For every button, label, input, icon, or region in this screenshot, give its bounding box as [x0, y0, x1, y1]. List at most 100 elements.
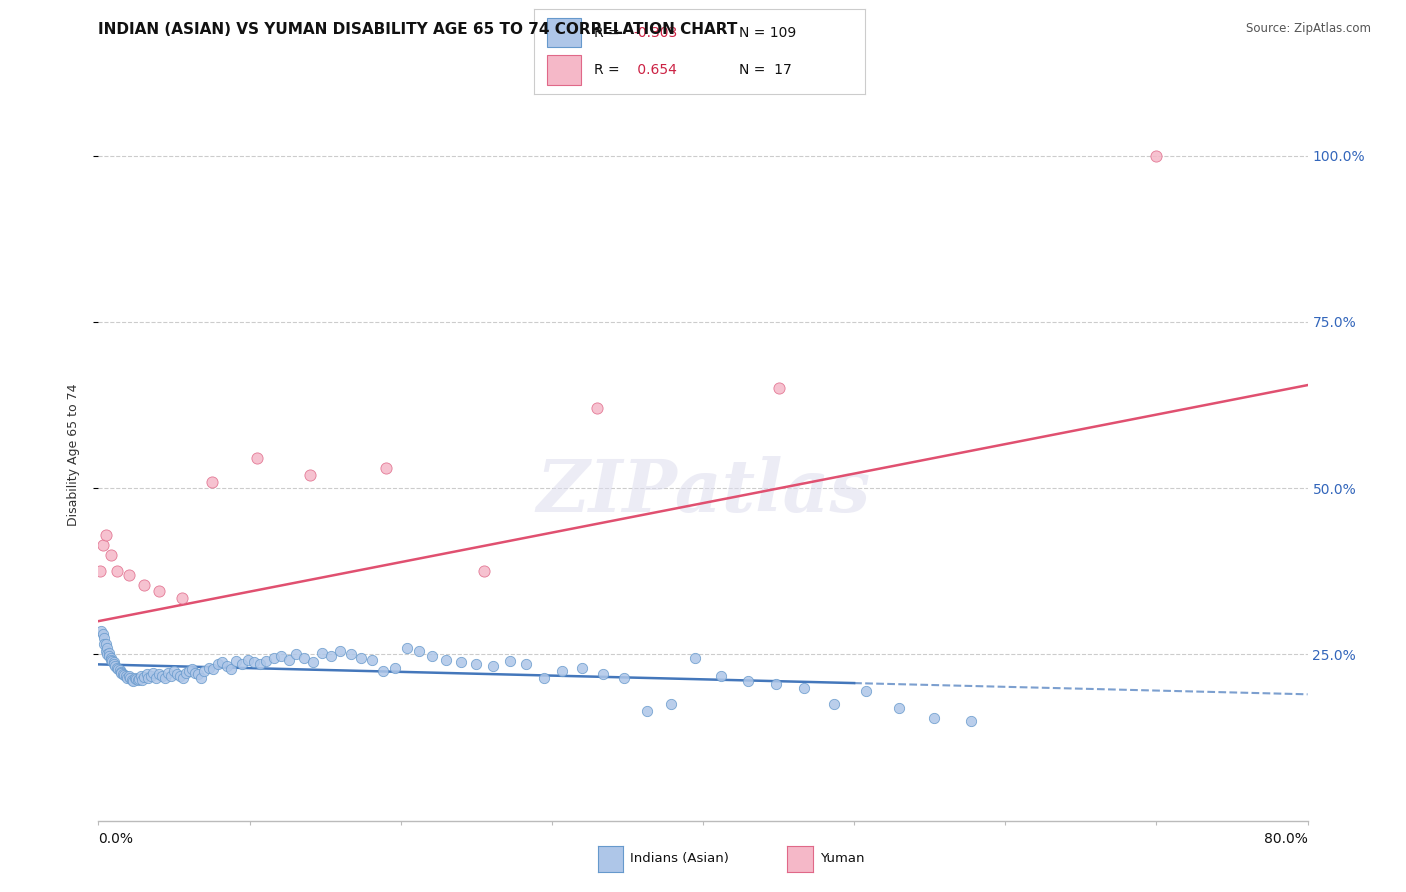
Point [128, 672, 150, 686]
Point [551, 664, 574, 678]
Point [408, 644, 430, 658]
Point [132, 577, 155, 591]
Point [120, 671, 142, 685]
Point [141, 668, 163, 682]
Point [201, 475, 224, 489]
Point [321, 648, 343, 663]
Point [285, 648, 308, 662]
Point [181, 662, 204, 676]
Point [450, 656, 472, 670]
Point [215, 659, 238, 673]
Point [765, 677, 787, 691]
Point [263, 650, 285, 665]
Point [202, 662, 225, 676]
Point [515, 657, 537, 672]
Point [1144, 149, 1167, 163]
Point [277, 653, 299, 667]
Point [122, 673, 145, 688]
Point [824, 698, 846, 712]
Point [340, 648, 363, 662]
Text: -0.303: -0.303 [633, 26, 678, 39]
Point [350, 650, 373, 665]
Text: ZIPatlas: ZIPatlas [536, 456, 870, 527]
Point [115, 671, 138, 685]
Point [148, 667, 170, 681]
Point [793, 681, 815, 695]
Point [111, 667, 134, 681]
Point [434, 653, 457, 667]
Point [105, 661, 128, 675]
Point [197, 661, 219, 675]
Text: R =: R = [593, 63, 624, 77]
Point [374, 461, 396, 475]
Point [94, 644, 117, 658]
Point [225, 654, 247, 668]
Point [93, 637, 115, 651]
Point [103, 657, 125, 672]
Point [129, 668, 152, 682]
Point [96, 640, 118, 655]
Point [465, 657, 488, 672]
Point [121, 673, 143, 687]
Point [211, 656, 233, 670]
Point [107, 662, 129, 676]
Point [329, 644, 352, 658]
Point [114, 669, 136, 683]
Point [91, 538, 114, 552]
Point [104, 659, 127, 673]
Point [150, 669, 173, 683]
Text: N =  17: N = 17 [740, 63, 792, 77]
Point [959, 714, 981, 728]
Point [131, 673, 153, 687]
Point [93, 631, 115, 645]
Point [156, 666, 179, 681]
Point [311, 646, 333, 660]
Point [136, 671, 159, 685]
Point [127, 673, 149, 688]
Point [90, 624, 112, 639]
Point [768, 381, 790, 395]
Text: 80.0%: 80.0% [1264, 832, 1308, 846]
Point [125, 672, 148, 686]
Point [148, 584, 170, 599]
Point [246, 451, 269, 466]
Point [236, 653, 259, 667]
Point [221, 662, 243, 676]
Point [100, 650, 122, 665]
Point [142, 666, 165, 681]
Point [118, 668, 141, 682]
Point [170, 591, 193, 605]
Point [124, 671, 146, 685]
Point [187, 667, 209, 681]
Point [395, 640, 418, 655]
FancyBboxPatch shape [547, 55, 581, 85]
Point [110, 666, 132, 681]
Point [89, 564, 111, 578]
Point [231, 657, 253, 672]
Point [472, 564, 495, 578]
Point [100, 548, 122, 562]
Point [361, 653, 384, 667]
Point [172, 671, 194, 685]
Point [685, 650, 707, 665]
Point [371, 664, 394, 678]
Point [243, 656, 266, 670]
Point [166, 667, 188, 681]
Point [153, 671, 176, 685]
Point [160, 668, 183, 682]
Point [108, 664, 131, 678]
Point [636, 704, 658, 718]
Point [179, 664, 201, 678]
Point [922, 710, 945, 724]
Text: Source: ZipAtlas.com: Source: ZipAtlas.com [1246, 22, 1371, 36]
Point [174, 666, 197, 681]
Point [613, 671, 636, 685]
Point [94, 527, 117, 541]
Point [270, 648, 292, 663]
Text: 0.654: 0.654 [633, 63, 678, 77]
Text: N = 109: N = 109 [740, 26, 796, 39]
Point [292, 650, 315, 665]
Point [533, 671, 555, 685]
Point [163, 664, 186, 678]
Text: Indians (Asian): Indians (Asian) [630, 853, 728, 865]
